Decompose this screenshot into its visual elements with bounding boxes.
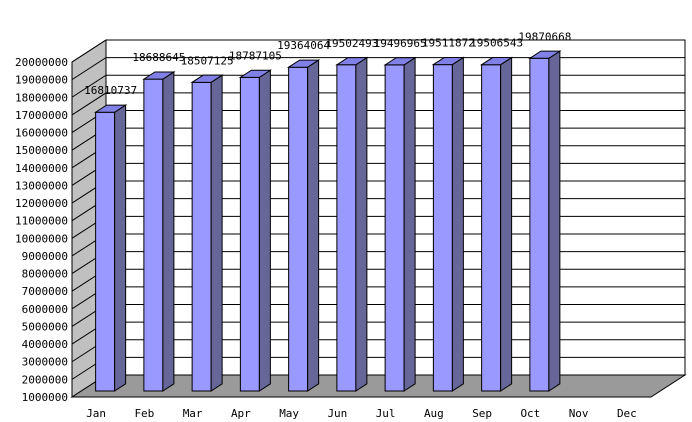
bar-front <box>191 81 212 392</box>
y-tick-label: 13000000 <box>15 179 68 192</box>
y-tick-label: 10000000 <box>15 232 68 245</box>
x-tick-label-mar: Mar <box>183 407 203 420</box>
bar-top <box>142 71 176 80</box>
bar-front <box>288 66 309 392</box>
data-label-sep: 19506543 <box>470 37 523 50</box>
bar-front <box>336 64 357 392</box>
bar-side <box>258 69 271 392</box>
y-tick-label: 9000000 <box>22 250 68 263</box>
bar-front <box>432 64 453 392</box>
bar-mar <box>190 74 224 392</box>
y-tick-label: 1000000 <box>22 391 68 404</box>
bar-jun <box>335 56 369 392</box>
bar-side <box>210 74 223 392</box>
x-tick-label-jan: Jan <box>86 407 106 420</box>
x-tick-label-jun: Jun <box>327 407 347 420</box>
bar-front <box>481 64 502 392</box>
bar-top <box>286 59 321 68</box>
bar-front <box>384 64 405 392</box>
y-tick-label: 12000000 <box>15 197 68 210</box>
bar-may <box>286 59 321 392</box>
bars <box>93 50 562 392</box>
bar-side <box>548 50 561 392</box>
x-tick-label-dec: Dec <box>617 407 637 420</box>
y-tick-label: 15000000 <box>15 144 68 157</box>
bar-aug <box>431 56 466 392</box>
bar-sep <box>479 56 514 392</box>
y-tick-label: 6000000 <box>22 303 68 316</box>
y-tick-label: 20000000 <box>15 56 68 69</box>
x-tick-label-feb: Feb <box>134 407 154 420</box>
data-label-jan: 16810737 <box>84 84 137 97</box>
bar-top <box>528 50 562 59</box>
bar-front <box>529 57 550 392</box>
bar-top <box>93 104 128 113</box>
y-axis-ticks: 1000000 2000000 3000000 4000000 5000000 60000… <box>15 56 68 404</box>
data-label-may: 19364064 <box>277 39 330 52</box>
y-tick-label: 17000000 <box>15 109 68 122</box>
y-tick-label: 11000000 <box>15 215 68 228</box>
x-tick-label-oct: Oct <box>520 407 540 420</box>
bar-apr <box>238 69 273 392</box>
bar-side <box>114 104 127 392</box>
bar-top <box>238 69 273 78</box>
y-tick-label: 3000000 <box>22 356 68 369</box>
gridline <box>71 39 685 63</box>
bar-side <box>162 71 175 392</box>
y-tick-label: 14000000 <box>15 162 68 175</box>
x-axis-ticks: Jan Feb Mar Apr May Jun Jul Aug Sep Oct Nov Dec <box>86 407 637 420</box>
bar-front <box>143 78 164 392</box>
x-tick-label-aug: Aug <box>424 407 444 420</box>
y-tick-label: 8000000 <box>22 268 68 281</box>
data-labels: 16810737 18688645185071251878710519364064… <box>84 30 571 97</box>
bar-top <box>335 57 369 66</box>
y-tick-label: 16000000 <box>15 127 68 140</box>
x-tick-label-sep: Sep <box>472 407 492 420</box>
data-label-apr: 18787105 <box>229 49 282 62</box>
bar-side <box>500 56 513 392</box>
data-label-mar: 18507125 <box>181 54 234 67</box>
bar-side <box>403 56 416 392</box>
x-tick-label-jul: Jul <box>376 407 396 420</box>
x-tick-label-apr: Apr <box>231 407 251 420</box>
y-tick-label: 5000000 <box>22 320 68 333</box>
data-label-jul: 19496965 <box>374 37 427 50</box>
x-tick-label-nov: Nov <box>569 407 589 420</box>
y-tick-label: 7000000 <box>22 285 68 298</box>
bar-jan <box>93 104 128 392</box>
data-label-aug: 19511872 <box>422 37 475 50</box>
bar-top <box>190 74 224 83</box>
data-label-oct: 19870668 <box>518 30 571 43</box>
y-tick-label: 19000000 <box>15 74 68 87</box>
y-tick-label: 18000000 <box>15 91 68 104</box>
bar-side <box>355 56 368 392</box>
bar-top <box>431 56 466 66</box>
bar-top <box>479 57 514 66</box>
y-tick-label: 4000000 <box>22 338 68 351</box>
bar-side <box>451 56 464 392</box>
bar-oct <box>528 50 562 392</box>
bar-front <box>95 111 116 392</box>
bar-side <box>307 59 320 392</box>
data-label-feb: 18688645 <box>132 51 185 64</box>
bar-feb <box>142 71 176 392</box>
y-tick-label: 2000000 <box>22 373 68 386</box>
data-label-jun: 19502493 <box>325 37 378 50</box>
bar-top <box>383 57 417 66</box>
bar-front <box>239 76 260 392</box>
bar-jul <box>383 56 417 392</box>
x-tick-label-may: May <box>279 407 299 420</box>
